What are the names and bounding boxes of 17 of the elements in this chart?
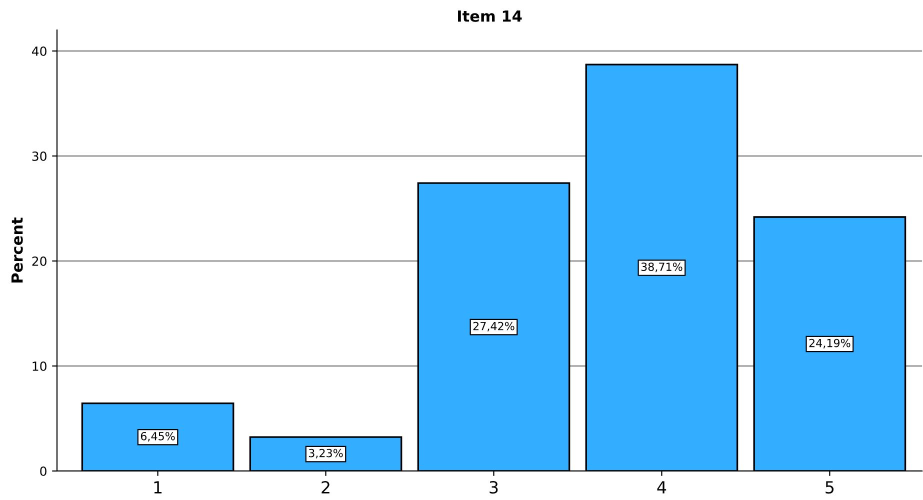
data-label: 3,23% xyxy=(308,448,343,458)
data-label: 24,19% xyxy=(809,338,850,348)
data-label: 38,71% xyxy=(641,262,682,272)
y-tick-label: 0 xyxy=(40,466,46,476)
y-tick-label: 30 xyxy=(32,151,46,161)
y-tick-label: 40 xyxy=(32,46,46,56)
chart-title: Item 14 xyxy=(458,10,522,22)
y-tick-label: 10 xyxy=(32,361,46,371)
data-label: 6,45% xyxy=(140,432,175,442)
x-tick-label: 1 xyxy=(154,481,162,494)
x-tick-label: 4 xyxy=(657,481,666,494)
data-label: 27,42% xyxy=(473,322,514,332)
y-tick-label: 20 xyxy=(32,256,46,266)
x-tick-label: 5 xyxy=(826,481,834,494)
x-tick-label: 2 xyxy=(322,481,330,494)
x-tick-label: 3 xyxy=(490,481,498,494)
y-axis-title: Percent xyxy=(12,218,23,282)
